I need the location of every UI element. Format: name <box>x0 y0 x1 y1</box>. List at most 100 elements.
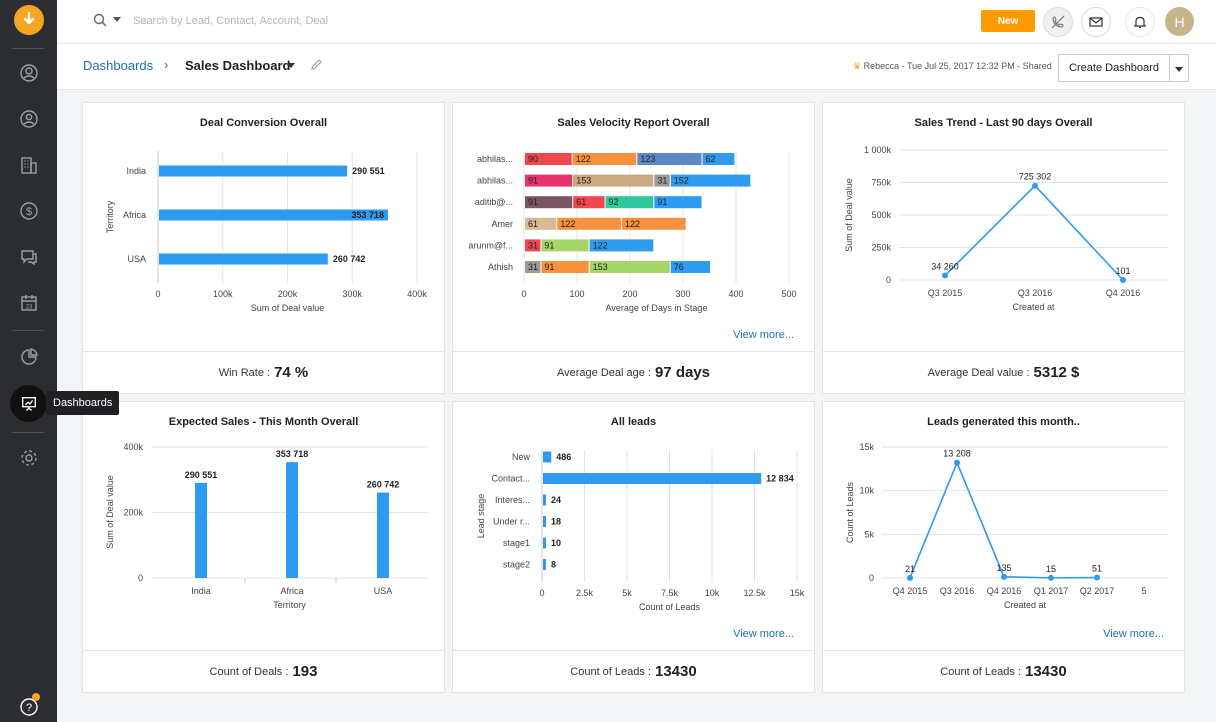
contacts-icon[interactable] <box>16 106 42 132</box>
data-point[interactable] <box>942 272 948 279</box>
view-more-link[interactable]: View more... <box>1103 628 1164 640</box>
y-tick-label: 200k <box>123 508 143 518</box>
x-tick-label: Q2 2017 <box>1080 586 1115 596</box>
bar-segment[interactable] <box>654 196 702 209</box>
accounts-icon[interactable] <box>16 152 42 178</box>
card-title: Deal Conversion Overall <box>199 117 328 129</box>
bar-segment[interactable] <box>525 153 572 165</box>
summary-label: Count of Deals : <box>209 665 289 678</box>
activities-icon[interactable] <box>16 244 42 270</box>
data-label: 51 <box>1092 564 1102 574</box>
x-tick-label: 12.5k <box>743 588 766 598</box>
data-point[interactable] <box>1120 276 1126 283</box>
bar-segment[interactable] <box>589 239 654 252</box>
data-point[interactable] <box>1001 573 1007 580</box>
bar-segment[interactable] <box>525 196 573 209</box>
leads-icon[interactable] <box>16 60 42 86</box>
data-label: 122 <box>576 154 591 164</box>
bar-segment[interactable] <box>637 153 702 165</box>
bar-segment[interactable] <box>605 196 654 209</box>
dashboard-switcher-dropdown[interactable] <box>287 63 295 68</box>
bar[interactable] <box>159 209 389 221</box>
card-title: Expected Sales - This Month Overall <box>168 416 359 428</box>
data-label: 92 <box>609 197 619 207</box>
search-input[interactable] <box>133 10 533 32</box>
y-tick-label: 250k <box>871 243 891 253</box>
bar-segment[interactable] <box>670 261 711 273</box>
x-tick-label: Q4 2016 <box>1106 288 1141 298</box>
dashboard-card[interactable]: Leads generated this month.. Count of Lea… <box>822 401 1185 693</box>
edit-pencil-icon[interactable] <box>310 58 323 71</box>
bar[interactable] <box>543 451 552 463</box>
bar-segment[interactable] <box>670 174 751 187</box>
y-tick-label: 500k <box>871 210 891 220</box>
x-tick-label: 100k <box>213 289 233 299</box>
create-dashboard-dropdown[interactable] <box>1169 54 1189 82</box>
view-more-link[interactable]: View more... <box>733 329 794 341</box>
x-tick-label: 200k <box>278 289 298 299</box>
help-icon[interactable]: ? <box>16 694 42 720</box>
settings-icon[interactable] <box>16 445 42 471</box>
data-point[interactable] <box>1048 574 1054 581</box>
bar[interactable] <box>543 473 762 484</box>
reports-icon[interactable] <box>16 344 42 370</box>
dashboard-title[interactable]: Sales Dashboard <box>185 58 291 73</box>
bar-segment[interactable] <box>702 153 735 165</box>
bar[interactable] <box>543 537 546 549</box>
dashboard-card[interactable]: Deal Conversion Overall Win Rate :74 % 0 10… <box>82 102 445 394</box>
bar[interactable] <box>377 492 389 578</box>
notifications-button[interactable] <box>1125 7 1155 37</box>
bar-segment[interactable] <box>525 174 573 187</box>
bar-segment[interactable] <box>525 261 541 273</box>
data-point[interactable] <box>954 459 960 466</box>
app-logo-icon[interactable] <box>14 5 44 35</box>
bar-segment[interactable] <box>621 217 686 230</box>
view-more-link[interactable]: View more... <box>733 628 794 640</box>
create-dashboard-button[interactable]: Create Dashboard <box>1058 54 1170 82</box>
search-scope-dropdown[interactable] <box>113 17 121 22</box>
card-summary: Count of Leads : 13430 <box>453 650 814 692</box>
calendar-icon[interactable]: 23 <box>16 290 42 316</box>
bar-segment[interactable] <box>525 217 557 230</box>
bar[interactable] <box>159 253 328 265</box>
shared-info-text: Rebecca - Tue Jul 25, 2017 12:32 PM - Sh… <box>863 61 1052 71</box>
dashboard-card[interactable]: Expected Sales - This Month Overall Count… <box>82 401 445 693</box>
data-point[interactable] <box>1032 182 1038 189</box>
data-label: 91 <box>544 262 554 272</box>
phone-button[interactable] <box>1043 7 1073 37</box>
bar-segment[interactable] <box>525 239 541 252</box>
bar-segment[interactable] <box>589 261 670 273</box>
new-button[interactable]: New <box>981 10 1035 32</box>
deals-icon[interactable]: $ <box>16 198 42 224</box>
card-title: Sales Trend - Last 90 days Overall <box>914 117 1093 129</box>
search-icon[interactable] <box>93 13 107 27</box>
bar-segment[interactable] <box>573 174 654 187</box>
x-tick-label: Q4 2016 <box>987 586 1022 596</box>
bar[interactable] <box>543 494 546 506</box>
bar-segment[interactable] <box>573 196 605 209</box>
data-label: 13 208 <box>943 449 971 459</box>
mail-button[interactable] <box>1081 7 1111 37</box>
bar[interactable] <box>195 482 207 578</box>
bar[interactable] <box>543 559 546 570</box>
data-label: 290 551 <box>185 470 218 480</box>
mail-icon <box>1089 17 1103 27</box>
x-tick-label: Africa <box>280 586 303 596</box>
dashboards-nav-item[interactable] <box>10 385 47 422</box>
bar[interactable] <box>286 462 298 578</box>
breadcrumb-dashboards-link[interactable]: Dashboards <box>83 58 154 73</box>
bar-segment[interactable] <box>557 217 621 230</box>
bar[interactable] <box>159 165 348 177</box>
bar-segment[interactable] <box>541 261 589 273</box>
avatar[interactable]: H <box>1165 7 1194 36</box>
bar-segment[interactable] <box>572 153 637 165</box>
dashboard-card[interactable]: Sales Velocity Report Overall Average Dea… <box>452 102 815 394</box>
bar-segment[interactable] <box>541 239 589 252</box>
chart: 0 2.5k 5k 7.5k 10k 12.5k 15k New 486 Contact... 12… <box>476 450 805 612</box>
bar[interactable] <box>543 516 546 527</box>
data-point[interactable] <box>1094 574 1100 581</box>
bar-segment[interactable] <box>654 174 670 187</box>
dashboard-card[interactable]: Sales Trend - Last 90 days Overall Averag… <box>822 102 1185 394</box>
data-point[interactable] <box>907 574 913 581</box>
dashboard-card[interactable]: All leads Count of Leads : 13430 View more.… <box>452 401 815 693</box>
